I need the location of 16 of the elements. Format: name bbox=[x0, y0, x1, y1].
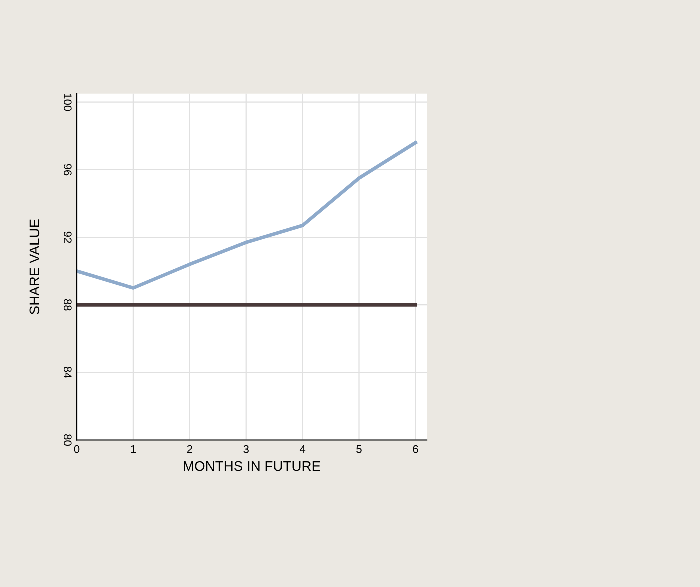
line-series bbox=[77, 141, 418, 290]
x-tick-label: 0 bbox=[74, 445, 80, 454]
x-tick-label: 2 bbox=[187, 445, 192, 454]
y-tick-label: 80 bbox=[64, 434, 72, 446]
y-tick-label: 100 bbox=[64, 94, 72, 112]
y-tick-label: 84 bbox=[64, 366, 72, 379]
y-axis-title: SHARE VALUE bbox=[30, 220, 40, 315]
x-tick-label: 1 bbox=[131, 446, 136, 454]
y-tick-label: 96 bbox=[64, 164, 72, 176]
x-tick-label: 4 bbox=[300, 446, 306, 454]
x-tick-label: 5 bbox=[356, 446, 362, 454]
x-tick-label: 3 bbox=[244, 445, 249, 454]
y-tick-label: 88 bbox=[64, 299, 72, 311]
x-tick-label: 6 bbox=[413, 445, 418, 454]
x-axis-title: MONTHS IN FUTURE bbox=[184, 461, 320, 472]
y-tick-label: 92 bbox=[64, 232, 72, 244]
